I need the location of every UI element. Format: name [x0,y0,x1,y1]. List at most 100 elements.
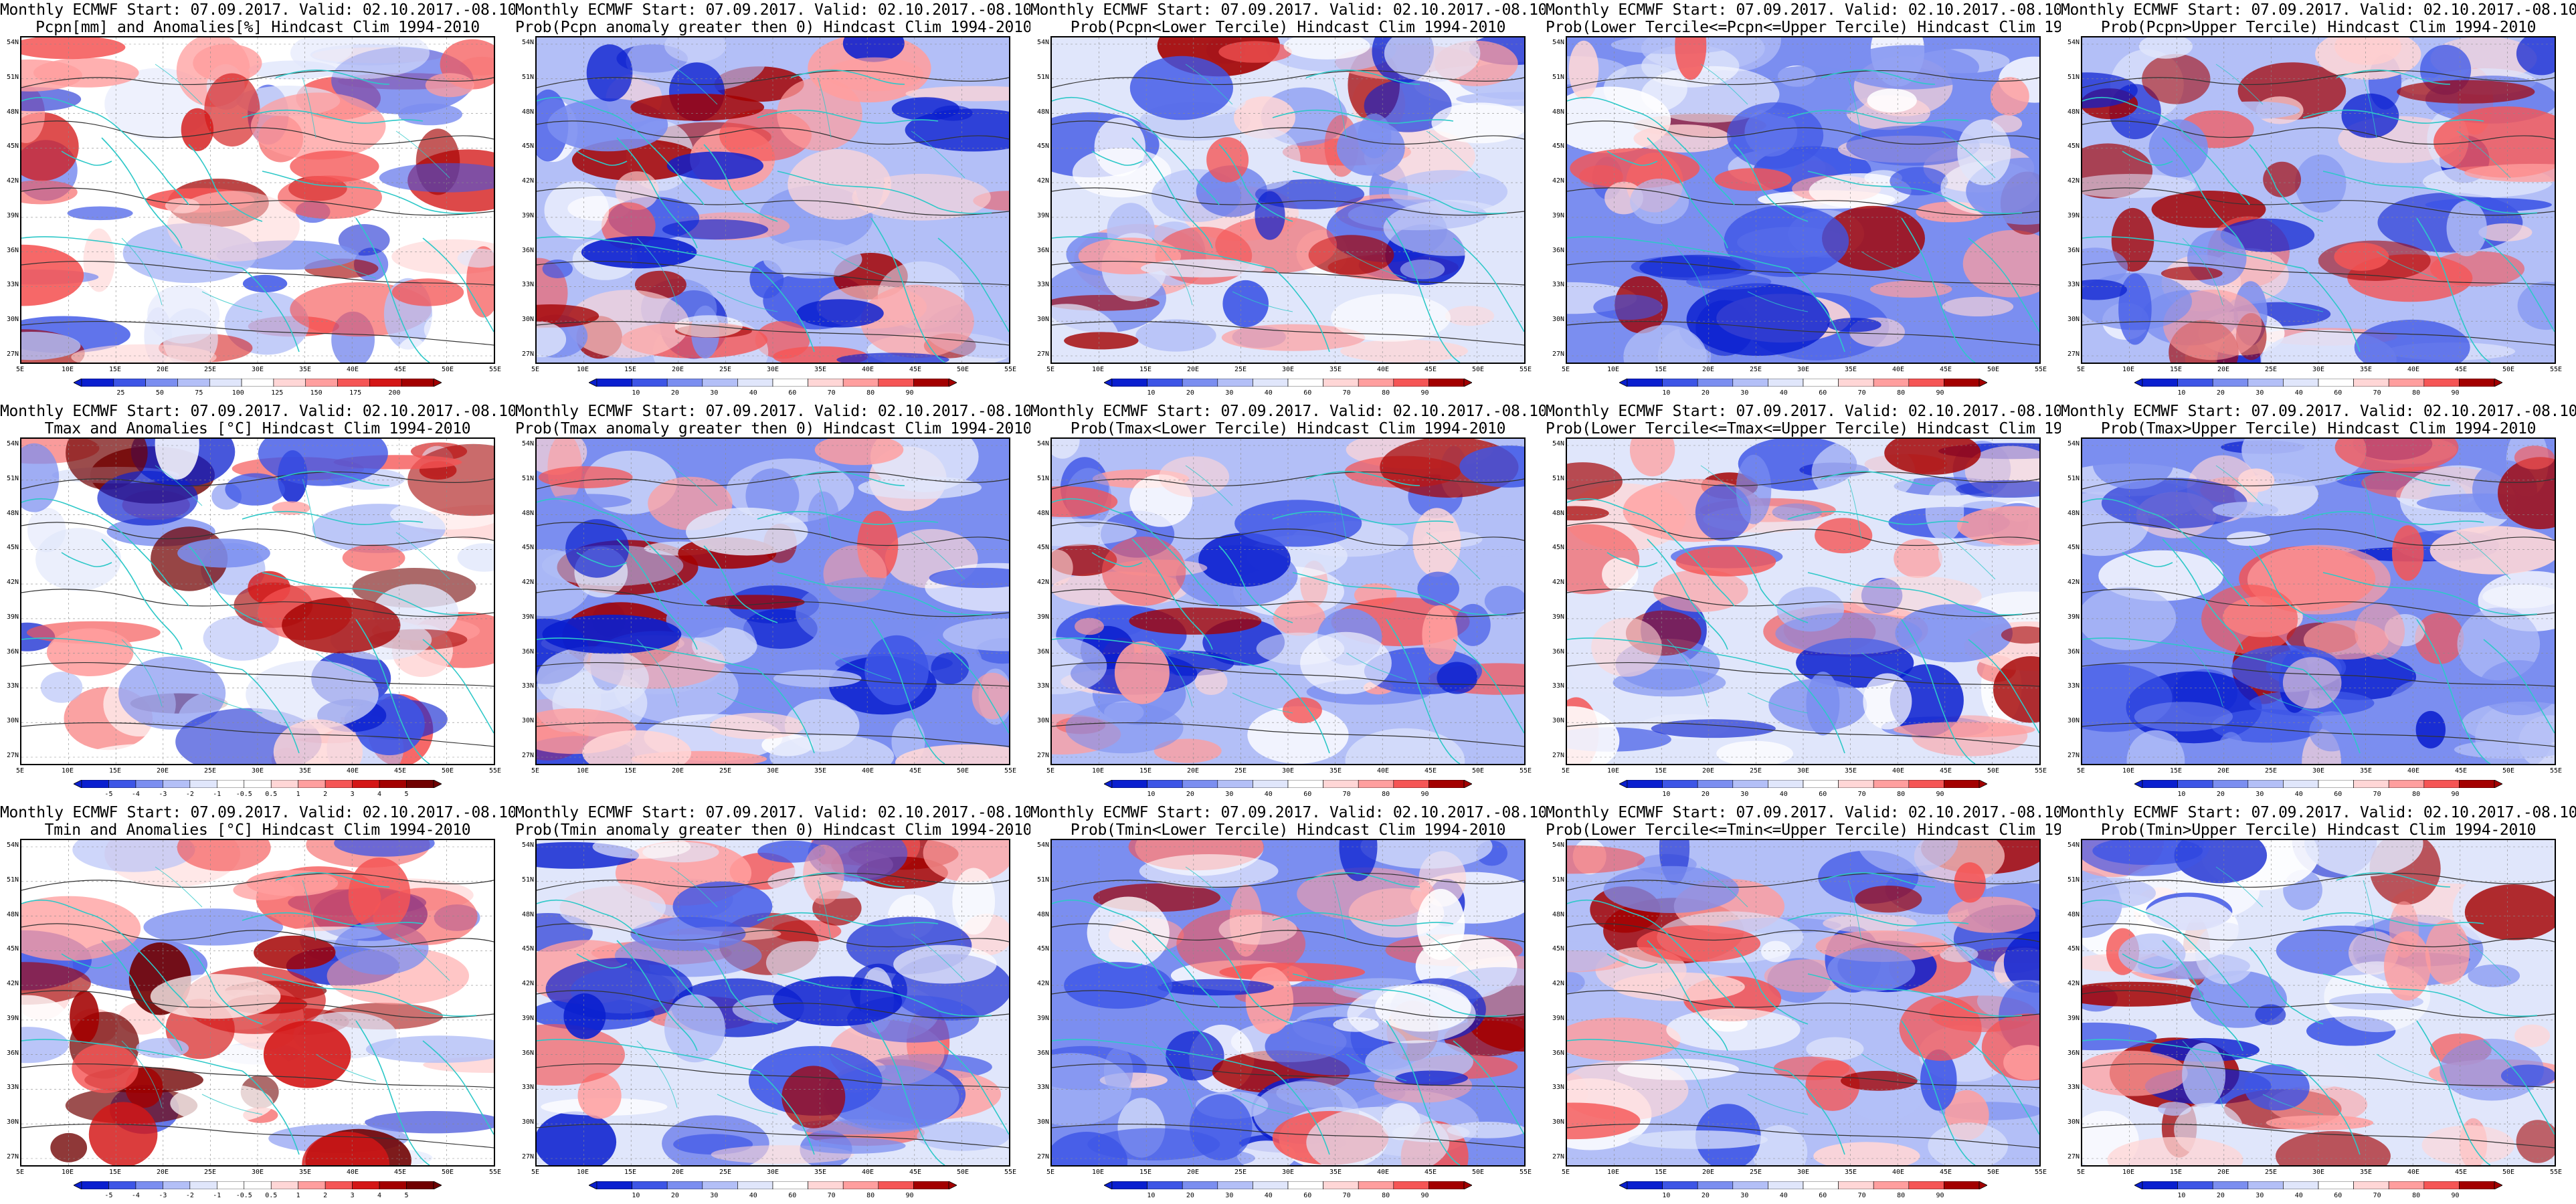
colorbar-tick-label: -4 [131,791,140,798]
map-frame [2081,36,2556,364]
field-patch [777,77,862,151]
field-patch [1221,324,1366,351]
lat-tick-label: 27N [2067,1153,2080,1161]
country-border [1941,532,1996,580]
colorbar-arrow-left [2134,780,2143,788]
colorbar-tick-label: 5 [404,791,409,798]
contour-line [1567,260,2039,286]
lon-tick-label: 15E [1139,366,1152,373]
lat-tick-label: 30N [2067,316,2080,324]
field-patch [1675,37,1707,80]
coastline [2302,669,2361,754]
map-panel: Monthly ECMWF Start: 07.09.2017. Valid: … [1546,401,2061,803]
field-patch [246,660,379,729]
lat-tick-label: 45N [521,544,534,552]
country-border [911,933,965,981]
field-patch [1247,706,1349,764]
coastline [870,619,945,764]
coastline [1968,1040,2039,1135]
panel-title: Monthly ECMWF Start: 07.09.2017. Valid: … [515,1,1030,36]
field-patch [1194,668,1228,695]
colorbar-segment [1908,780,1944,788]
lon-tick-label: 20E [156,366,169,373]
colorbar-tick-label: 80 [1897,1192,1906,1199]
colorbar-arrow-right [1463,379,1472,387]
lat-tick-label: 36N [1552,246,1564,254]
contour-line [1567,722,2039,747]
lon-tick-label: 15E [1654,366,1667,373]
lon-tick-label: 5E [2076,366,2086,373]
lat-tick-label: 51N [2067,474,2080,482]
contour-line [537,923,1009,948]
lon-tick-label: 30E [1797,1169,1810,1176]
colorbar-svg [74,1181,442,1189]
field-patch [2082,1050,2188,1096]
contour-line [1567,589,2039,617]
lon-tick-label: 55E [2034,1169,2047,1176]
field-patch [302,1132,390,1165]
colorbar-arrow-left [1104,780,1113,788]
colorbar-tick-label: -3 [159,1192,167,1199]
field-patch [177,538,270,568]
coastline [1647,137,1728,249]
colorbar-tick-label: 60 [2334,791,2342,798]
field-patch [544,181,610,239]
coastline [2082,899,2250,1008]
field-patch [1990,77,2029,116]
field-patch [1633,124,1732,153]
field-patch [781,1066,846,1128]
field-patch [2241,439,2367,486]
lat-tick-label: 39N [1036,613,1049,621]
lat-tick-label: 54N [6,440,19,447]
colorbar-tick-label: 70 [827,389,836,397]
lat-tick-label: 36N [1036,1049,1049,1057]
field-patch [334,840,435,857]
colorbar-segment [177,379,210,387]
lat-tick-label: 39N [2067,1014,2080,1022]
lon-tick-label: 50E [956,1169,970,1176]
field-patch [2160,266,2223,281]
coastline [1292,171,1507,214]
field-patch [2354,319,2470,363]
country-border [830,1054,892,1082]
field-patch [1567,462,1623,501]
colorbar-segment [1697,379,1734,387]
coastline [2082,637,2304,670]
lon-tick-label: 10E [61,767,74,775]
lat-tick-label: 45N [2067,544,2080,552]
lon-tick-label: 50E [1987,767,2000,775]
colorbar-segment [1732,1181,1768,1189]
lon-tick-label: 30E [251,1169,264,1176]
map-panel: Monthly ECMWF Start: 07.09.2017. Valid: … [515,803,1030,1204]
coastline [1305,69,1420,85]
panel-title: Monthly ECMWF Start: 07.09.2017. Valid: … [1546,403,2061,437]
field-patch [1384,37,1481,82]
colorbar-segment [1697,780,1734,788]
field-patch [290,37,430,80]
lon-tick-label: 5E [1046,767,1055,775]
country-border [1232,291,1293,312]
lon-tick-label: 55E [2549,767,2563,775]
country-border [1332,77,1347,138]
lat-tick-label: 51N [1036,474,1049,482]
lon-tick-label: 35E [814,366,827,373]
field-patch [150,974,281,1019]
field-patch [1761,940,1791,963]
coastline [1821,470,1936,486]
country-border [717,1094,778,1115]
lon-tick-label: 35E [2359,366,2373,373]
colorbar-tick-label: 60 [1303,791,1312,798]
colorbar-segment [666,379,703,387]
colorbar-svg [1619,1181,1987,1189]
lat-tick-label: 54N [1036,841,1049,849]
contour-line [21,1063,494,1088]
field-patch [1459,445,1524,488]
coastline [2336,69,2451,85]
country-border [2262,692,2324,714]
colorbar-svg [74,780,442,788]
colorbar-tick-label: -2 [185,791,194,798]
panel-title: Monthly ECMWF Start: 07.09.2017. Valid: … [0,804,515,839]
country-border [1346,652,1407,680]
colorbar-tick-label: 60 [788,1192,797,1199]
country-border [911,532,965,580]
